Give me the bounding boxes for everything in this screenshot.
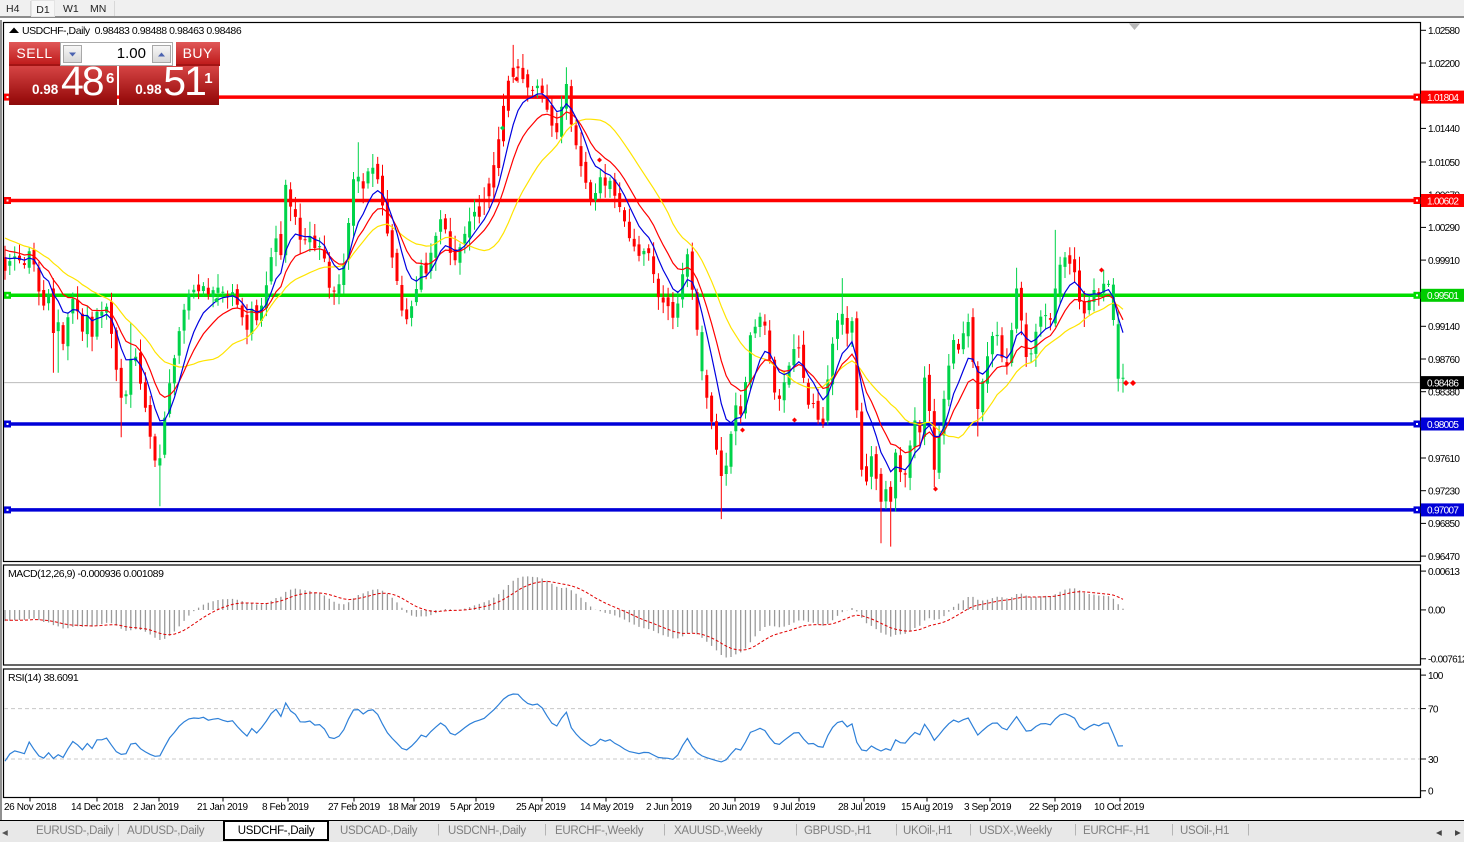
svg-text:3 Sep 2019: 3 Sep 2019 [964, 802, 1012, 813]
svg-text:0.97230: 0.97230 [1428, 487, 1460, 498]
svg-text:1.00602: 1.00602 [1427, 196, 1459, 207]
svg-text:0.99140: 0.99140 [1428, 322, 1460, 333]
svg-text:1.01440: 1.01440 [1428, 124, 1460, 135]
svg-text:14 May 2019: 14 May 2019 [580, 802, 634, 813]
svg-text:0.98005: 0.98005 [1427, 420, 1459, 431]
svg-text:1.01804: 1.01804 [1427, 93, 1459, 104]
svg-text:100: 100 [1428, 671, 1444, 682]
svg-text:MACD(12,26,9) -0.000936 0.0010: MACD(12,26,9) -0.000936 0.001089 [8, 568, 164, 580]
svg-text:0.98486: 0.98486 [1427, 378, 1459, 389]
svg-text:26 Nov 2018: 26 Nov 2018 [4, 802, 57, 813]
svg-text:15 Aug 2019: 15 Aug 2019 [901, 802, 954, 813]
svg-text:0.98380: 0.98380 [1428, 388, 1460, 399]
svg-text:RSI(14) 38.6091: RSI(14) 38.6091 [8, 672, 79, 684]
svg-text:0.00: 0.00 [1428, 606, 1446, 617]
svg-text:22 Sep 2019: 22 Sep 2019 [1029, 802, 1082, 813]
svg-text:21 Jan 2019: 21 Jan 2019 [197, 802, 248, 813]
svg-text:5 Apr 2019: 5 Apr 2019 [450, 802, 495, 813]
svg-text:0.00613: 0.00613 [1428, 567, 1460, 578]
svg-text:0.99910: 0.99910 [1428, 256, 1460, 267]
svg-text:30: 30 [1428, 755, 1439, 766]
svg-text:70: 70 [1428, 704, 1439, 715]
svg-text:20 Jun 2019: 20 Jun 2019 [709, 802, 760, 813]
svg-text:1.02200: 1.02200 [1428, 59, 1460, 70]
svg-text:27 Feb 2019: 27 Feb 2019 [328, 802, 381, 813]
svg-text:0.99501: 0.99501 [1427, 291, 1459, 302]
svg-text:8 Feb 2019: 8 Feb 2019 [262, 802, 309, 813]
svg-text:-0.007612: -0.007612 [1428, 655, 1464, 666]
svg-text:1.01050: 1.01050 [1428, 158, 1460, 169]
svg-text:0.96470: 0.96470 [1428, 552, 1460, 563]
svg-text:9 Jul 2019: 9 Jul 2019 [773, 802, 816, 813]
svg-text:0.97610: 0.97610 [1428, 454, 1460, 465]
svg-text:14 Dec 2018: 14 Dec 2018 [71, 802, 124, 813]
svg-text:0.97007: 0.97007 [1427, 506, 1459, 517]
svg-text:28 Jul 2019: 28 Jul 2019 [838, 802, 886, 813]
svg-text:2 Jun 2019: 2 Jun 2019 [646, 802, 692, 813]
svg-text:25 Apr 2019: 25 Apr 2019 [516, 802, 566, 813]
svg-text:18 Mar 2019: 18 Mar 2019 [388, 802, 441, 813]
svg-text:2 Jan 2019: 2 Jan 2019 [133, 802, 179, 813]
svg-text:1.02580: 1.02580 [1428, 26, 1460, 37]
svg-text:0.96850: 0.96850 [1428, 519, 1460, 530]
svg-text:1.00290: 1.00290 [1428, 223, 1460, 234]
svg-text:USDCHF-,Daily 0.98483 0.98488: USDCHF-,Daily 0.98483 0.98488 0.98463 0.… [22, 25, 242, 37]
svg-text:10 Oct 2019: 10 Oct 2019 [1094, 802, 1145, 813]
svg-text:0: 0 [1428, 787, 1434, 798]
svg-text:0.98760: 0.98760 [1428, 355, 1460, 366]
